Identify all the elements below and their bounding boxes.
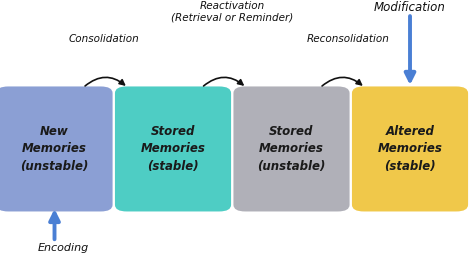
Text: Consolidation: Consolidation <box>69 34 140 44</box>
FancyBboxPatch shape <box>352 86 468 211</box>
Text: Reactivation
(Retrieval or Reminder): Reactivation (Retrieval or Reminder) <box>171 1 293 23</box>
Text: Reconsolidation: Reconsolidation <box>307 34 390 44</box>
Text: Stored
Memories
(stable): Stored Memories (stable) <box>141 125 205 173</box>
Text: Encoding: Encoding <box>38 243 89 253</box>
Text: New
Memories
(unstable): New Memories (unstable) <box>20 125 89 173</box>
Text: Altered
Memories
(stable): Altered Memories (stable) <box>378 125 442 173</box>
FancyBboxPatch shape <box>115 86 231 211</box>
FancyBboxPatch shape <box>0 86 112 211</box>
FancyBboxPatch shape <box>233 86 349 211</box>
Text: Stored
Memories
(unstable): Stored Memories (unstable) <box>257 125 326 173</box>
Text: Modification: Modification <box>374 1 446 14</box>
